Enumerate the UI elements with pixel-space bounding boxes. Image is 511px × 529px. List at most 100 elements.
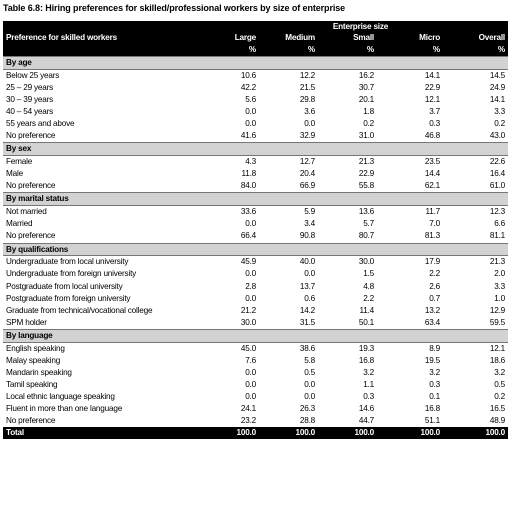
cell-value: 4.8	[318, 280, 377, 293]
cell-value: 14.1	[443, 93, 508, 107]
cell-value: 16.8	[318, 354, 377, 367]
cell-value: 3.4	[259, 218, 318, 231]
units-blank	[3, 44, 213, 57]
table-row: Married 0.0 3.4 5.7 7.0 6.6	[3, 218, 508, 231]
cell-value: 5.9	[259, 205, 318, 219]
row-label: No preference	[3, 230, 213, 244]
table-row: English speaking 45.0 38.6 19.3 8.9 12.1	[3, 341, 508, 355]
total-label: Total	[3, 427, 213, 440]
table-body: By age Below 25 years 10.6 12.2 16.2 14.1 14.5…	[3, 56, 508, 428]
cell-value: 81.1	[443, 230, 508, 244]
cell-value: 10.6	[213, 68, 259, 82]
cell-value: 1.1	[318, 378, 377, 392]
cell-value: 4.3	[213, 155, 259, 169]
table-row: Fluent in more than one language 24.1 26.3…	[3, 403, 508, 416]
cell-value: 23.5	[377, 155, 443, 169]
cell-value: 45.9	[213, 255, 259, 269]
cell-value: 0.2	[443, 118, 508, 131]
cell-value: 21.3	[443, 255, 508, 269]
section-header-row: By age	[3, 56, 508, 70]
cell-value: 66.9	[259, 180, 318, 193]
row-label: Married	[3, 218, 213, 231]
row-label: No preference	[3, 415, 213, 428]
cell-value: 2.6	[377, 280, 443, 293]
cell-value: 0.3	[377, 118, 443, 131]
header-row-group: Enterprise size	[3, 21, 508, 32]
row-label: Undergraduate from foreign university	[3, 268, 213, 281]
cell-value: 20.4	[259, 168, 318, 181]
hiring-preferences-table: Enterprise size Preference for skilled w…	[3, 21, 508, 440]
table-row: Female 4.3 12.7 21.3 23.5 22.6	[3, 155, 508, 169]
header-blank	[3, 21, 213, 32]
cell-value: 0.0	[213, 366, 259, 379]
section-title: By language	[3, 328, 508, 343]
cell-value: 31.5	[259, 316, 318, 330]
row-label: Mandarin speaking	[3, 366, 213, 379]
cell-value: 12.3	[443, 205, 508, 219]
table-row: Mandarin speaking 0.0 0.5 3.2 3.2 3.2	[3, 366, 508, 379]
cell-value: 26.3	[259, 403, 318, 416]
cell-value: 62.1	[377, 180, 443, 193]
cell-value: 21.5	[259, 81, 318, 94]
cell-value: 42.2	[213, 81, 259, 94]
cell-value: 12.1	[377, 93, 443, 107]
table-row: 40 – 54 years 0.0 3.6 1.8 3.7 3.3	[3, 106, 508, 119]
cell-value: 13.7	[259, 280, 318, 293]
cell-value: 11.4	[318, 304, 377, 317]
table-row: SPM holder 30.0 31.5 50.1 63.4 59.5	[3, 316, 508, 330]
cell-value: 0.0	[213, 218, 259, 231]
cell-value: 33.6	[213, 205, 259, 219]
table-row: Not married 33.6 5.9 13.6 11.7 12.3	[3, 205, 508, 219]
row-label: No preference	[3, 130, 213, 143]
row-label: Malay speaking	[3, 354, 213, 367]
cell-value: 84.0	[213, 180, 259, 193]
row-label: 40 – 54 years	[3, 106, 213, 119]
table-row: No preference 66.4 90.8 80.7 81.3 81.1	[3, 230, 508, 244]
total-value: 100.0	[259, 427, 318, 440]
cell-value: 0.3	[318, 391, 377, 404]
total-value: 100.0	[318, 427, 377, 440]
header-row-columns: Preference for skilled workers Large Med…	[3, 32, 508, 44]
cell-value: 44.7	[318, 415, 377, 428]
cell-value: 63.4	[377, 316, 443, 330]
cell-value: 0.0	[259, 268, 318, 281]
cell-value: 12.9	[443, 304, 508, 317]
row-label: Tamil speaking	[3, 378, 213, 392]
cell-value: 12.2	[259, 68, 318, 82]
cell-value: 0.0	[259, 378, 318, 392]
cell-value: 0.0	[259, 118, 318, 131]
column-header-large: Large	[213, 32, 259, 44]
cell-value: 90.8	[259, 230, 318, 244]
cell-value: 14.1	[377, 68, 443, 82]
cell-value: 14.2	[259, 304, 318, 317]
total-value: 100.0	[213, 427, 259, 440]
row-label: Local ethnic language speaking	[3, 391, 213, 404]
cell-value: 0.0	[213, 118, 259, 131]
row-label: English speaking	[3, 341, 213, 355]
cell-value: 29.8	[259, 93, 318, 107]
column-header-small: Small	[318, 32, 377, 44]
row-label: Undergraduate from local university	[3, 255, 213, 269]
cell-value: 32.9	[259, 130, 318, 143]
cell-value: 16.2	[318, 68, 377, 82]
cell-value: 0.0	[213, 268, 259, 281]
cell-value: 0.1	[377, 391, 443, 404]
cell-value: 11.8	[213, 168, 259, 181]
section-header-row: By marital status	[3, 192, 508, 206]
cell-value: 31.0	[318, 130, 377, 143]
cell-value: 22.6	[443, 155, 508, 169]
cell-value: 80.7	[318, 230, 377, 244]
cell-value: 5.8	[259, 354, 318, 367]
cell-value: 13.2	[377, 304, 443, 317]
cell-value: 3.2	[377, 366, 443, 379]
cell-value: 16.5	[443, 403, 508, 416]
cell-value: 22.9	[377, 81, 443, 94]
row-label: 55 years and above	[3, 118, 213, 131]
cell-value: 20.1	[318, 93, 377, 107]
cell-value: 66.4	[213, 230, 259, 244]
cell-value: 3.2	[443, 366, 508, 379]
row-label-header: Preference for skilled workers	[3, 32, 213, 44]
unit-micro: %	[377, 44, 443, 57]
row-label: SPM holder	[3, 316, 213, 330]
cell-value: 3.6	[259, 106, 318, 119]
